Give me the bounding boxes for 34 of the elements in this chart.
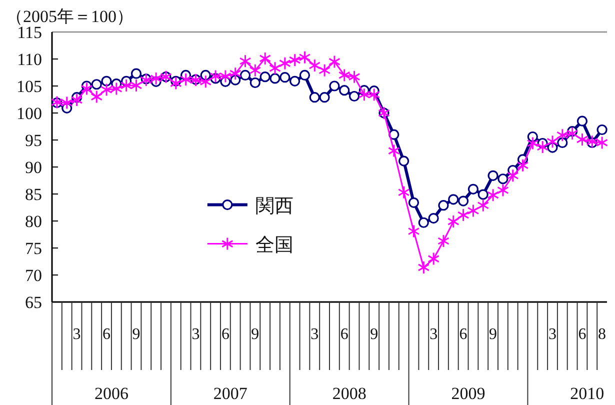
x-tick-label: 6 bbox=[459, 326, 468, 343]
y-tick-label: 75 bbox=[25, 239, 42, 258]
x-tick-label: 3 bbox=[310, 326, 319, 343]
y-tick-label: 105 bbox=[16, 77, 42, 96]
legend-label: 全国 bbox=[255, 234, 294, 256]
x-tick-label: 6 bbox=[340, 326, 348, 343]
x-tick-label: 9 bbox=[132, 326, 140, 343]
x-tick-label: 9 bbox=[489, 326, 498, 343]
x-tick-label: 6 bbox=[578, 326, 586, 343]
x-tick-label: 3 bbox=[548, 326, 556, 343]
ylabel: （2005年＝100） bbox=[6, 7, 134, 26]
y-tick-label: 85 bbox=[25, 185, 42, 204]
x2-tick-label: 2007 bbox=[213, 384, 248, 403]
x2-tick-label: 2006 bbox=[94, 384, 128, 403]
y-tick-label: 80 bbox=[25, 212, 42, 231]
x-tick-label: 3 bbox=[430, 326, 438, 343]
x2-tick-label: 2009 bbox=[451, 384, 486, 403]
y-tick-label: 110 bbox=[17, 50, 42, 69]
y-tick-label: 65 bbox=[25, 293, 42, 312]
y-tick-label: 100 bbox=[16, 104, 42, 123]
x-tick-label: 9 bbox=[370, 326, 378, 343]
y-tick-label: 115 bbox=[17, 23, 42, 42]
x2-tick-label: 2008 bbox=[332, 384, 366, 403]
x-tick-label: 9 bbox=[251, 326, 260, 343]
y-tick-label: 90 bbox=[25, 158, 42, 177]
x-tick-label: 6 bbox=[102, 326, 110, 343]
x-tick-label: 6 bbox=[221, 326, 230, 343]
x2-tick-label: 2010 bbox=[570, 384, 604, 403]
legend-label: 関西 bbox=[255, 196, 294, 217]
x-tick-label: 8 bbox=[598, 326, 606, 343]
y-tick-label: 95 bbox=[25, 131, 42, 150]
x-tick-label: 3 bbox=[72, 326, 81, 343]
x-tick-label: 3 bbox=[192, 326, 200, 343]
y-tick-label: 70 bbox=[25, 266, 42, 285]
